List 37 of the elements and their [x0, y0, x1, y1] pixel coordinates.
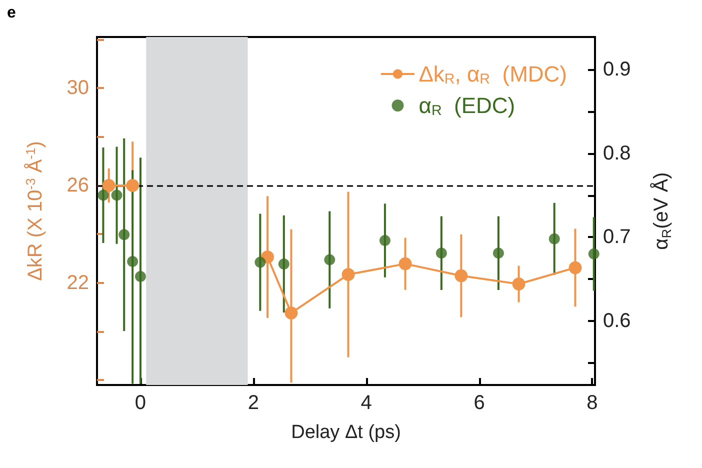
x-tick-label: 4 [360, 392, 372, 414]
point [111, 190, 122, 201]
y2-tick-label: 0.6 [603, 310, 631, 332]
point [512, 278, 526, 291]
chart-title: e [7, 4, 16, 22]
point [278, 258, 290, 270]
point [436, 248, 447, 259]
point [98, 190, 109, 201]
point [102, 178, 116, 192]
x-tick-label: 2 [248, 392, 259, 414]
y-tick-label: 22 [66, 272, 89, 294]
point [126, 178, 140, 192]
point [284, 306, 298, 320]
x-tick-label: 0 [134, 392, 146, 414]
y-tick-label: 30 [66, 77, 89, 100]
point [548, 233, 560, 244]
point [588, 248, 600, 260]
point [324, 254, 336, 266]
x-tick-label: 8 [586, 392, 598, 414]
point [492, 248, 504, 259]
y2-axis-title: αR(eV Å) [650, 172, 674, 250]
point [568, 261, 582, 274]
point [134, 271, 146, 282]
point [118, 229, 130, 240]
x-axis-title: Delay Δt (ps) [291, 422, 401, 443]
y2-tick-label: 0.9 [603, 58, 631, 81]
point [342, 268, 355, 282]
point [127, 256, 138, 267]
point [254, 256, 266, 268]
point [454, 269, 468, 282]
y-tick-label: 26 [66, 174, 89, 196]
x-tick-label: 6 [474, 392, 485, 414]
y-axis-title: ΔkR (X 10-3 Å-1) [23, 141, 46, 281]
y2-tick-label: 0.8 [603, 142, 631, 164]
point [379, 235, 390, 246]
y2-tick-label: 0.7 [603, 226, 631, 248]
point [398, 257, 412, 270]
